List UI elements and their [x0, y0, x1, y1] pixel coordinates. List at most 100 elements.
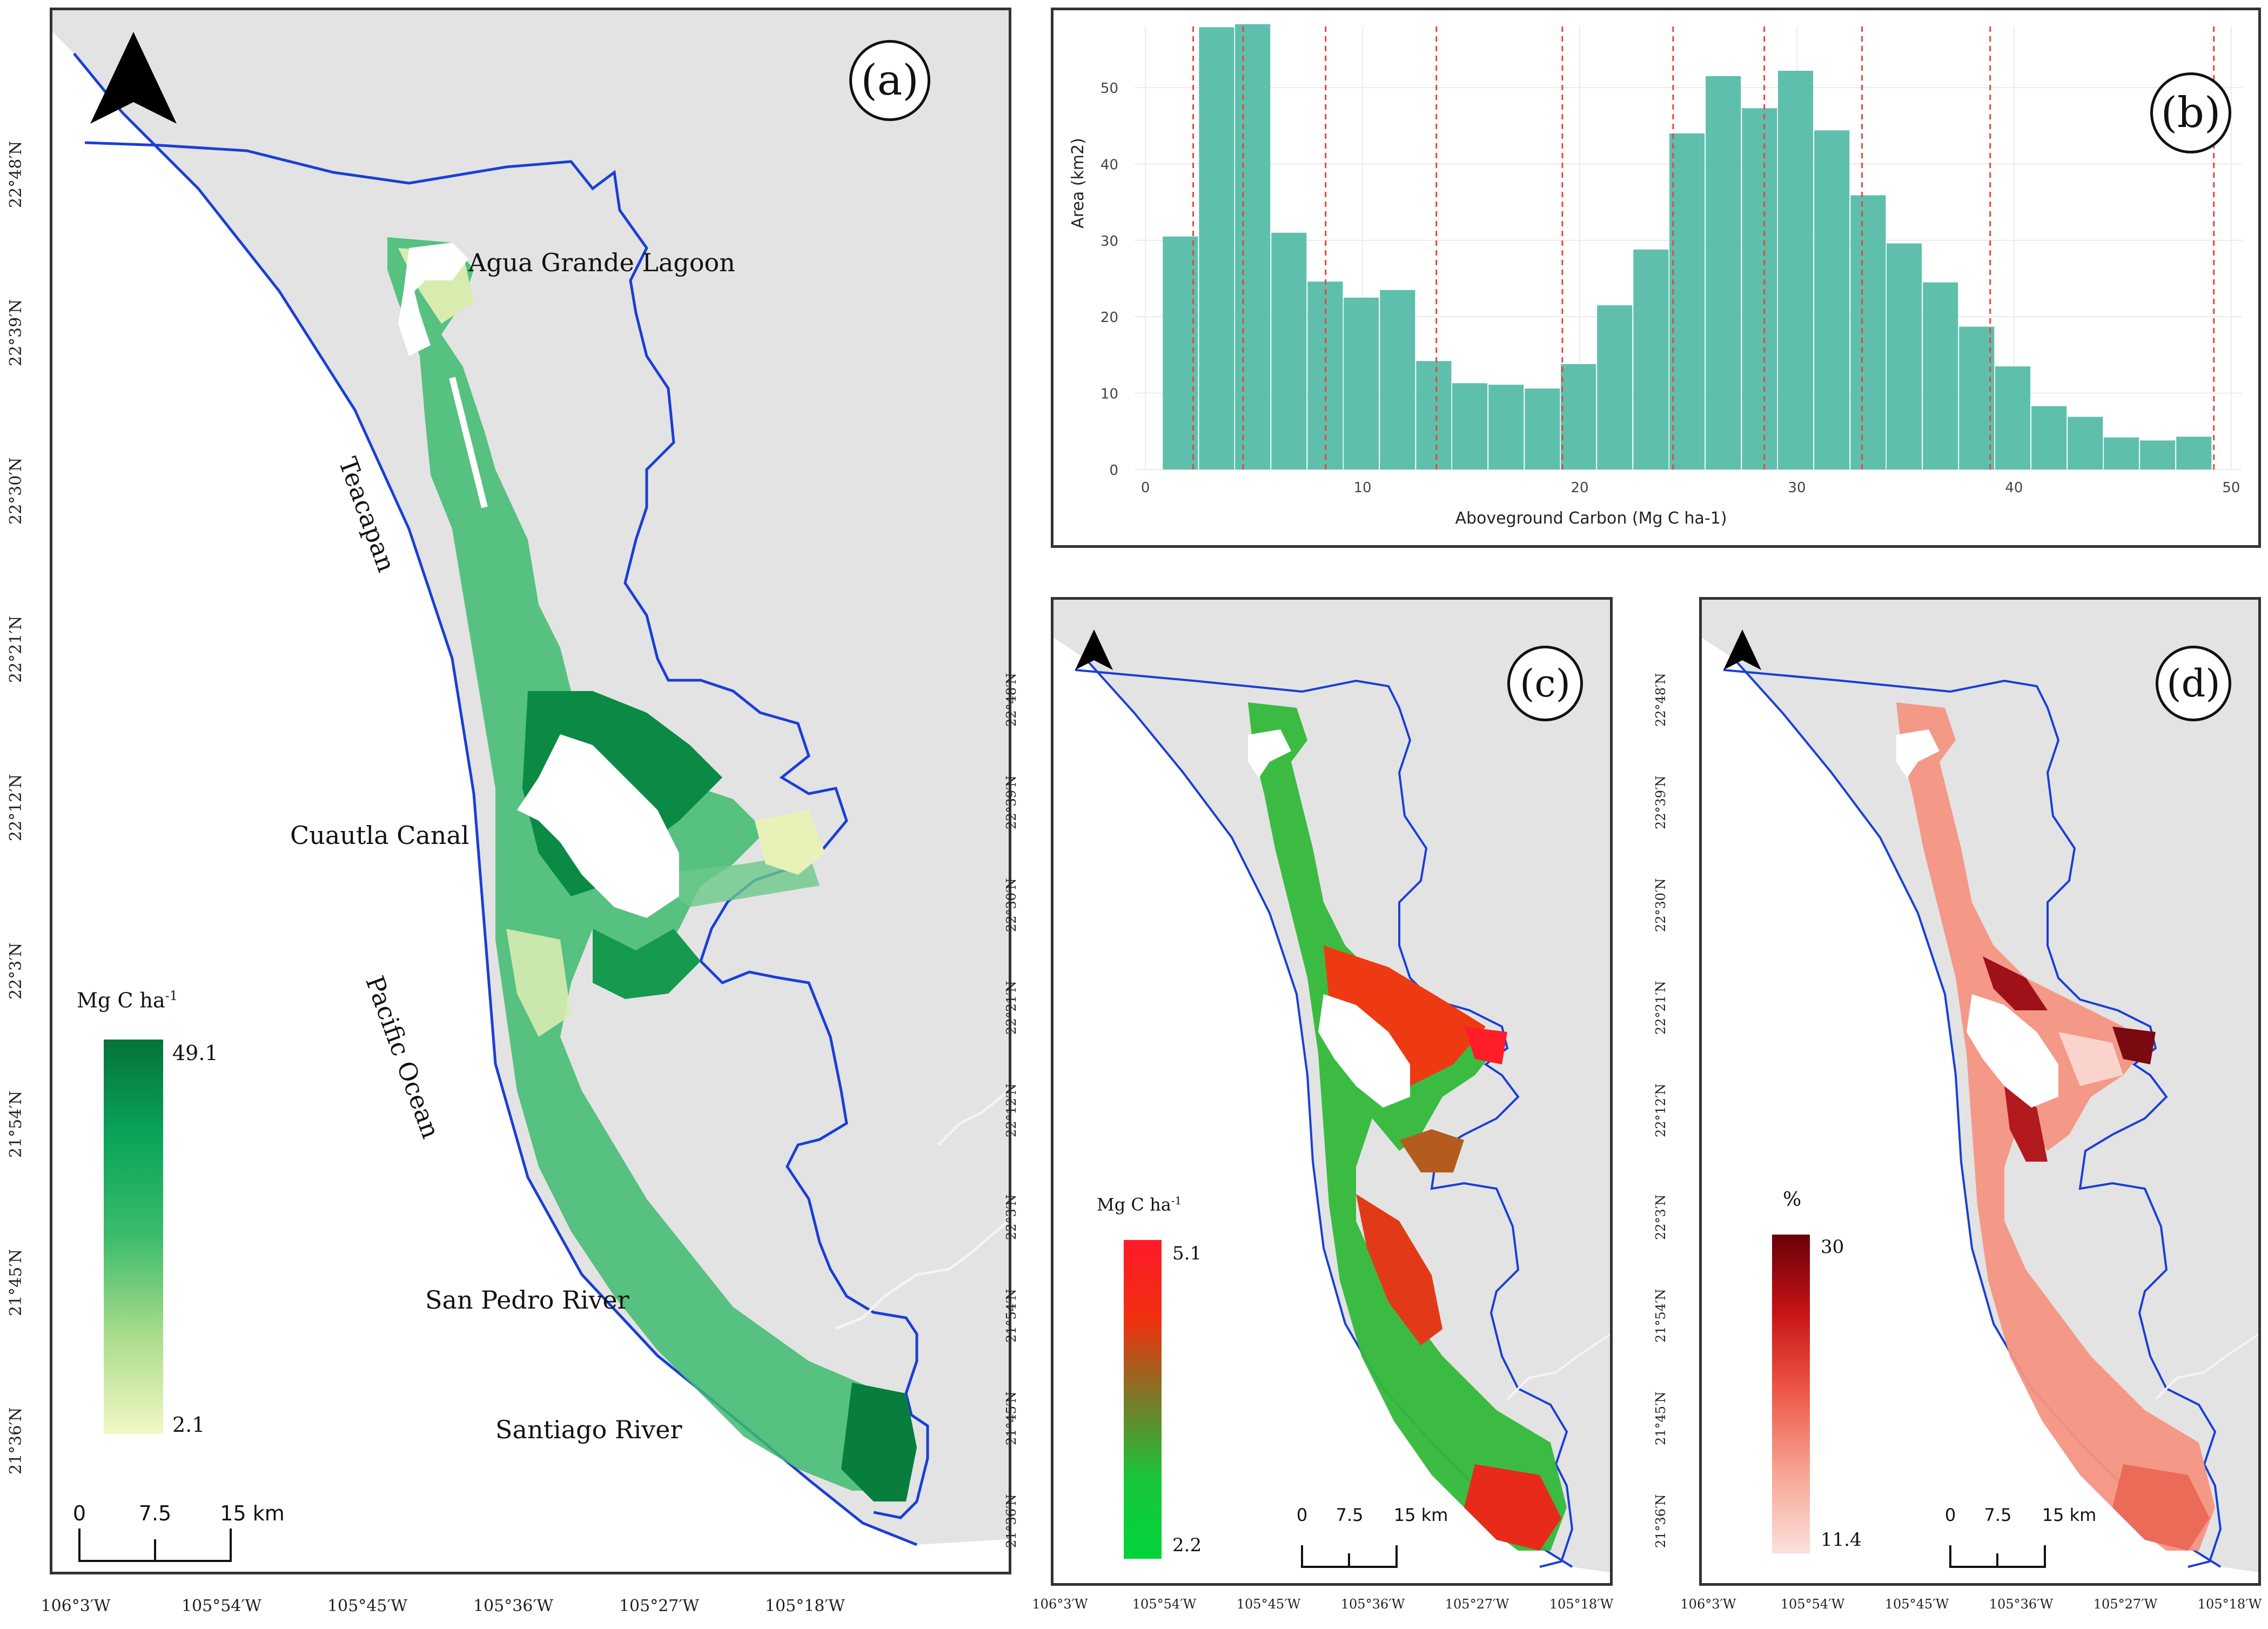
hist-bar: [1886, 243, 1922, 470]
y-axis-title: Area (km2): [1069, 138, 1088, 229]
hist-bar: [1416, 361, 1452, 470]
hist-bar: [1669, 133, 1705, 470]
legend-d-max: 30: [1821, 1236, 1844, 1258]
legend-c-min: 2.2: [1172, 1534, 1202, 1556]
north-arrow-d: [1723, 629, 1761, 670]
map-c-svg: [1054, 600, 1610, 1583]
lat-tick: 22°48′N: [1653, 673, 1668, 727]
north-arrow-c: [1075, 629, 1113, 670]
lat-tick: 21°54′N: [6, 1090, 25, 1158]
lagoon-central: [517, 734, 679, 918]
lat-tick: 22°30′N: [1653, 878, 1668, 932]
lat-tick: 22°39′N: [1653, 775, 1668, 829]
label-santiago: Santiago River: [495, 1415, 682, 1444]
lon-tick: 106°3′W: [1032, 1597, 1088, 1612]
river-c-1: [1506, 1333, 1610, 1400]
lat-tick: 22°48′N: [1004, 673, 1019, 727]
hist-bar: [1452, 383, 1488, 470]
lat-tick: 22°30′N: [6, 457, 25, 525]
lat-tick: 21°45′N: [1004, 1391, 1019, 1445]
hist-bar: [1959, 326, 1995, 470]
panel-c-label: (c): [1507, 646, 1583, 721]
x-tick-label: 30: [1788, 480, 1806, 496]
lat-tick: 22°3′N: [6, 942, 25, 1000]
lon-tick: 105°36′W: [1340, 1597, 1405, 1612]
legend-d-bar: [1772, 1235, 1810, 1553]
hist-bar: [1706, 76, 1741, 470]
lat-tick: 22°48′N: [6, 140, 25, 208]
legend-a-max: 49.1: [172, 1041, 218, 1065]
x-tick-label: 20: [1571, 480, 1588, 496]
hist-bar: [1163, 236, 1198, 470]
lat-tick: 22°21′N: [6, 615, 25, 683]
label-cuautla: Cuautla Canal: [290, 821, 469, 850]
lon-tick: 105°27′W: [2093, 1597, 2158, 1612]
ocean-c: [1054, 600, 1610, 1583]
lon-tick: 105°45′W: [1236, 1597, 1301, 1612]
lat-tick: 22°39′N: [1004, 775, 1019, 829]
scale-bar-c: [1301, 1545, 1398, 1568]
channel-a: [449, 377, 488, 508]
boundary-a: [84, 141, 929, 1519]
scale-d-zero: 0: [1944, 1505, 1956, 1525]
hist-bar: [1923, 282, 1958, 470]
lat-tick: 21°54′N: [1004, 1289, 1019, 1343]
legend-a-min: 2.1: [172, 1413, 205, 1437]
legend-a-bar: [104, 1040, 163, 1434]
legend-c-max: 5.1: [1172, 1243, 1202, 1264]
lon-tick: 105°36′W: [1989, 1597, 2054, 1612]
hist-bar: [2031, 406, 2067, 470]
map-d-svg: [1702, 600, 2258, 1583]
x-tick-label: 40: [2005, 480, 2023, 496]
lon-tick: 106°3′W: [41, 1597, 111, 1615]
ocean-a: [52, 10, 1009, 1572]
legend-a-title: Mg C ha-1: [77, 988, 178, 1013]
lat-tick: 22°3′N: [1004, 1194, 1019, 1240]
panel-b-chart: 0 10 20 30 40 50 0 10 20 30 40 50 Aboveground Carbon…: [1051, 8, 2261, 548]
scale-bar-d: [1949, 1545, 2046, 1568]
lon-tick: 105°27′W: [1445, 1597, 1509, 1612]
lat-tick: 21°36′N: [1653, 1494, 1668, 1548]
boundary-c: [1075, 669, 1574, 1568]
lon-tick: 105°18′W: [1549, 1597, 1614, 1612]
lon-tick: 105°54′W: [1132, 1597, 1197, 1612]
scale-a-end: 15 km: [220, 1501, 285, 1525]
hist-bar: [1271, 232, 1307, 470]
lon-tick: 105°45′W: [1884, 1597, 1949, 1612]
lon-tick: 105°18′W: [2197, 1597, 2262, 1612]
x-tick-label: 0: [1141, 480, 1150, 496]
x-axis-title: Aboveground Carbon (Mg C ha-1): [1455, 509, 1727, 528]
hist-bar: [1597, 305, 1633, 470]
hist-bar: [1488, 385, 1524, 470]
lat-tick: 22°39′N: [6, 299, 25, 366]
lat-tick: 22°30′N: [1004, 878, 1019, 932]
panel-c-map: Mg C ha-1 5.1 2.2 0 7.5 15 km (c): [1051, 597, 1613, 1586]
lat-tick: 21°45′N: [6, 1249, 25, 1316]
percent-d: [1896, 702, 2215, 1551]
y-tick-label: 50: [1101, 81, 1118, 97]
panel-a-label: (a): [849, 40, 930, 121]
lat-tick: 21°45′N: [1653, 1391, 1668, 1445]
y-tick-label: 40: [1101, 157, 1118, 173]
north-arrow-a: [90, 32, 177, 124]
ocean-d: [1702, 600, 2258, 1583]
x-tick-label: 10: [1354, 480, 1372, 496]
lon-tick: 105°54′W: [1780, 1597, 1845, 1612]
lat-tick: 22°21′N: [1653, 981, 1668, 1035]
legend-d-title: %: [1783, 1189, 1802, 1211]
scale-c-zero: 0: [1296, 1505, 1308, 1525]
lon-tick: 105°18′W: [764, 1597, 846, 1615]
hist-bar: [1561, 364, 1596, 470]
lagoon-c-2: [1318, 994, 1410, 1108]
hist-bar: [1344, 297, 1379, 470]
map-a-svg: [52, 10, 1009, 1572]
hist-bar: [1235, 24, 1271, 470]
lagoon-d-1: [1896, 729, 1940, 778]
hist-bar: [1778, 71, 1814, 470]
label-agua-grande: Agua Grande Lagoon: [468, 248, 735, 277]
scale-c-mid: 7.5: [1336, 1505, 1364, 1525]
y-tick-label: 10: [1101, 386, 1118, 403]
scale-a-zero: 0: [72, 1501, 86, 1525]
panel-a-map: Mg C ha-1 49.1 2.1 0 7.5 15 km Agua Gran…: [50, 8, 1011, 1574]
lon-tick: 105°27′W: [619, 1597, 700, 1615]
